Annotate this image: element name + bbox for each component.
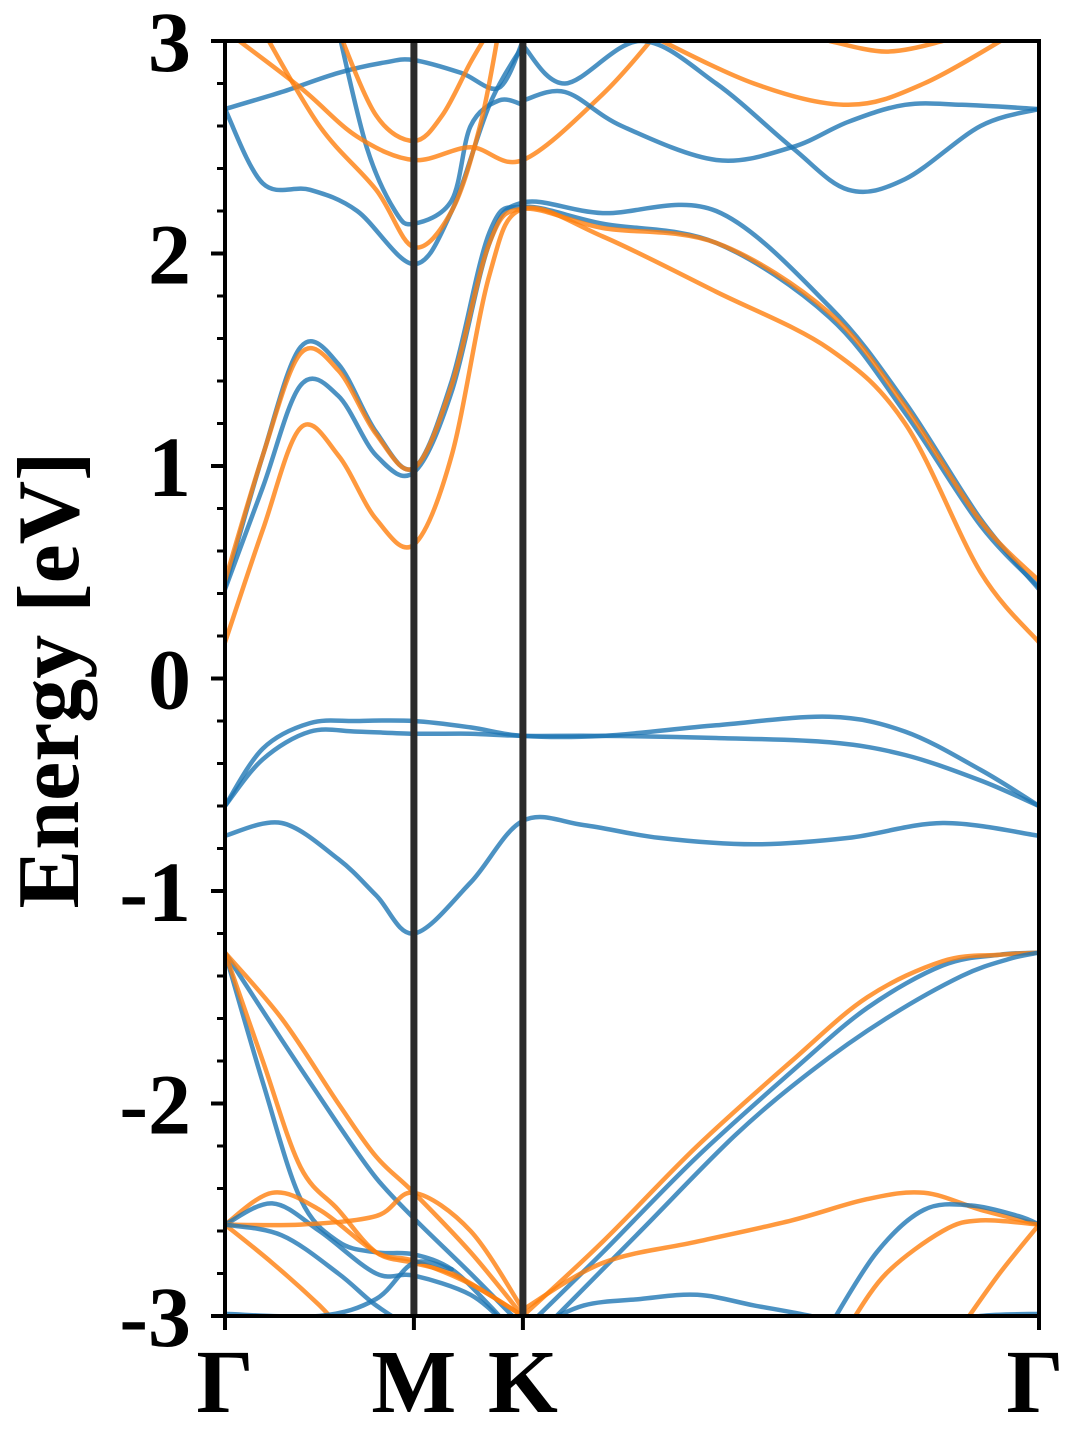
band-line-blue-9	[338, 41, 526, 227]
band-line-blue-25	[225, 1222, 397, 1316]
band-line-blue-17	[225, 950, 516, 1316]
y-tick-label: 2	[148, 207, 191, 303]
y-axis-ticks: 3 2 1 0 -1 -2 -3	[119, 0, 225, 1365]
band-line-orange-31	[520, 1190, 1039, 1312]
band-line-blue-3	[225, 199, 1039, 592]
y-axis-label: Energy [eV]	[1, 452, 98, 909]
band-line-orange-5	[225, 205, 1039, 645]
x-tick-label-K: K	[488, 1333, 558, 1432]
band-line-orange-21	[225, 1190, 526, 1316]
band-line-orange-16	[827, 41, 951, 54]
band-line-blue-18	[225, 950, 503, 1316]
y-tick-label: -2	[119, 1057, 191, 1153]
band-line-blue-7	[225, 43, 526, 267]
band-line-orange-19	[225, 950, 526, 1316]
band-lines	[225, 41, 1039, 1316]
band-line-blue-22	[225, 1201, 501, 1316]
band-line-blue-4	[225, 204, 1039, 590]
y-tick-label: -1	[119, 844, 191, 940]
band-line-blue-13	[520, 88, 1039, 163]
band-line-orange-29	[520, 950, 1039, 1316]
x-tick-label-Γ: Γ	[196, 1333, 253, 1432]
band-line-blue-27	[552, 1292, 821, 1316]
band-line-orange-23	[225, 1190, 526, 1312]
band-line-orange-33	[852, 1217, 1039, 1316]
band-line-blue-30	[553, 950, 1039, 1316]
band-line-blue-2	[225, 727, 1039, 809]
band-line-orange-12	[235, 41, 654, 165]
y-tick-label: 3	[148, 0, 191, 90]
x-tick-label-Γ: Γ	[1006, 1333, 1063, 1432]
band-line-orange-34	[966, 1222, 1039, 1316]
band-line-blue-8	[225, 41, 526, 112]
y-tick-label: -3	[119, 1269, 191, 1365]
band-line-blue-0	[225, 814, 1039, 936]
high-symmetry-dividers	[410, 41, 527, 1316]
y-tick-label: 1	[148, 419, 191, 515]
band-line-orange-6	[225, 206, 1039, 584]
band-line-blue-14	[520, 41, 1039, 195]
band-line-orange-11	[340, 41, 486, 144]
band-line-blue-26	[225, 1259, 454, 1316]
band-line-orange-24	[225, 1222, 333, 1316]
y-tick-label: 0	[148, 632, 191, 728]
x-tick-label-M: M	[371, 1333, 456, 1432]
band-line-blue-32	[833, 1202, 1039, 1316]
band-line-orange-15	[657, 41, 1005, 108]
